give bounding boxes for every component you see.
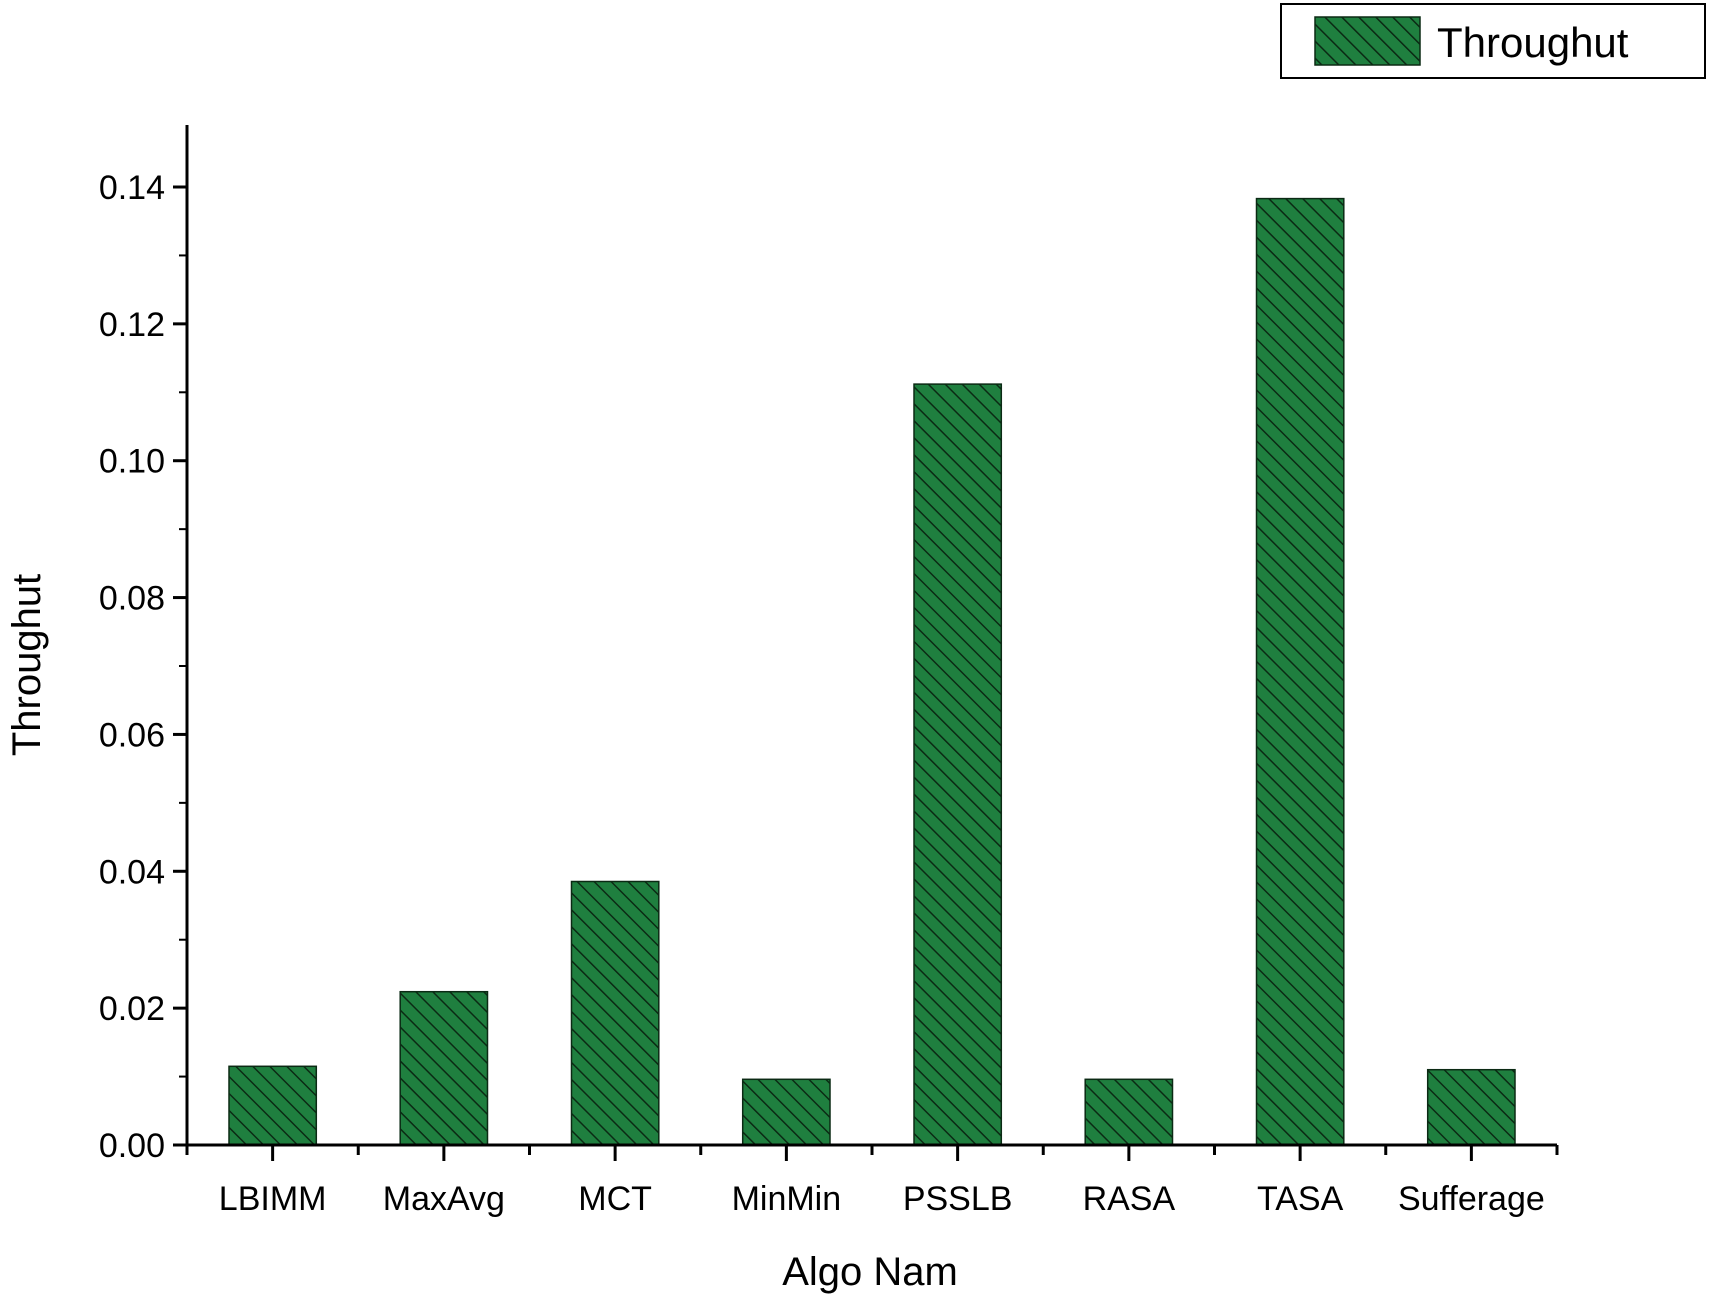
bar-sufferage — [1426, 1068, 1516, 1146]
y-tick-label: 0.12 — [99, 306, 165, 344]
y-tick-label: 0.04 — [99, 853, 165, 891]
bar-rasa — [1084, 1078, 1174, 1146]
x-tick-label: MinMin — [732, 1180, 842, 1218]
y-tick-label: 0.02 — [99, 990, 165, 1028]
bar-psslb — [913, 383, 1003, 1146]
x-tick-label: MCT — [578, 1180, 652, 1218]
x-tick-label: Sufferage — [1398, 1180, 1545, 1218]
x-tick-label: LBIMM — [219, 1180, 327, 1218]
bar-mct — [570, 880, 660, 1146]
bar-lbimm — [228, 1065, 318, 1146]
x-ticks-group: LBIMM MaxAvg MCT MinMin PSSLB RASA TASA Suffera… — [185, 1145, 1559, 1218]
y-ticks-group: 0.00 0.02 0.04 0.06 0.08 0.10 0.12 0.14 — [99, 169, 187, 1165]
x-tick-label: PSSLB — [903, 1180, 1013, 1218]
axes-group — [185, 125, 1557, 1147]
y-tick-label: 0.14 — [99, 169, 165, 207]
legend: Throughut — [1280, 3, 1706, 79]
y-tick-label: 0.08 — [99, 580, 165, 618]
x-tick-label: RASA — [1083, 1180, 1176, 1218]
x-tick-label: MaxAvg — [383, 1180, 505, 1218]
x-tick-label: TASA — [1257, 1180, 1344, 1218]
bar-maxavg — [399, 990, 489, 1146]
legend-label: Throughut — [1437, 19, 1629, 66]
bars-group — [228, 197, 1516, 1146]
bar-tasa — [1255, 197, 1345, 1146]
legend-swatch — [1314, 16, 1421, 66]
y-tick-label: 0.06 — [99, 716, 165, 754]
bar-minmin — [741, 1078, 831, 1146]
y-axis-title: Throughut — [5, 574, 49, 756]
y-tick-label: 0.10 — [99, 443, 165, 481]
x-axis-title: Algo Nam — [782, 1250, 958, 1294]
y-tick-label: 0.00 — [99, 1127, 165, 1165]
